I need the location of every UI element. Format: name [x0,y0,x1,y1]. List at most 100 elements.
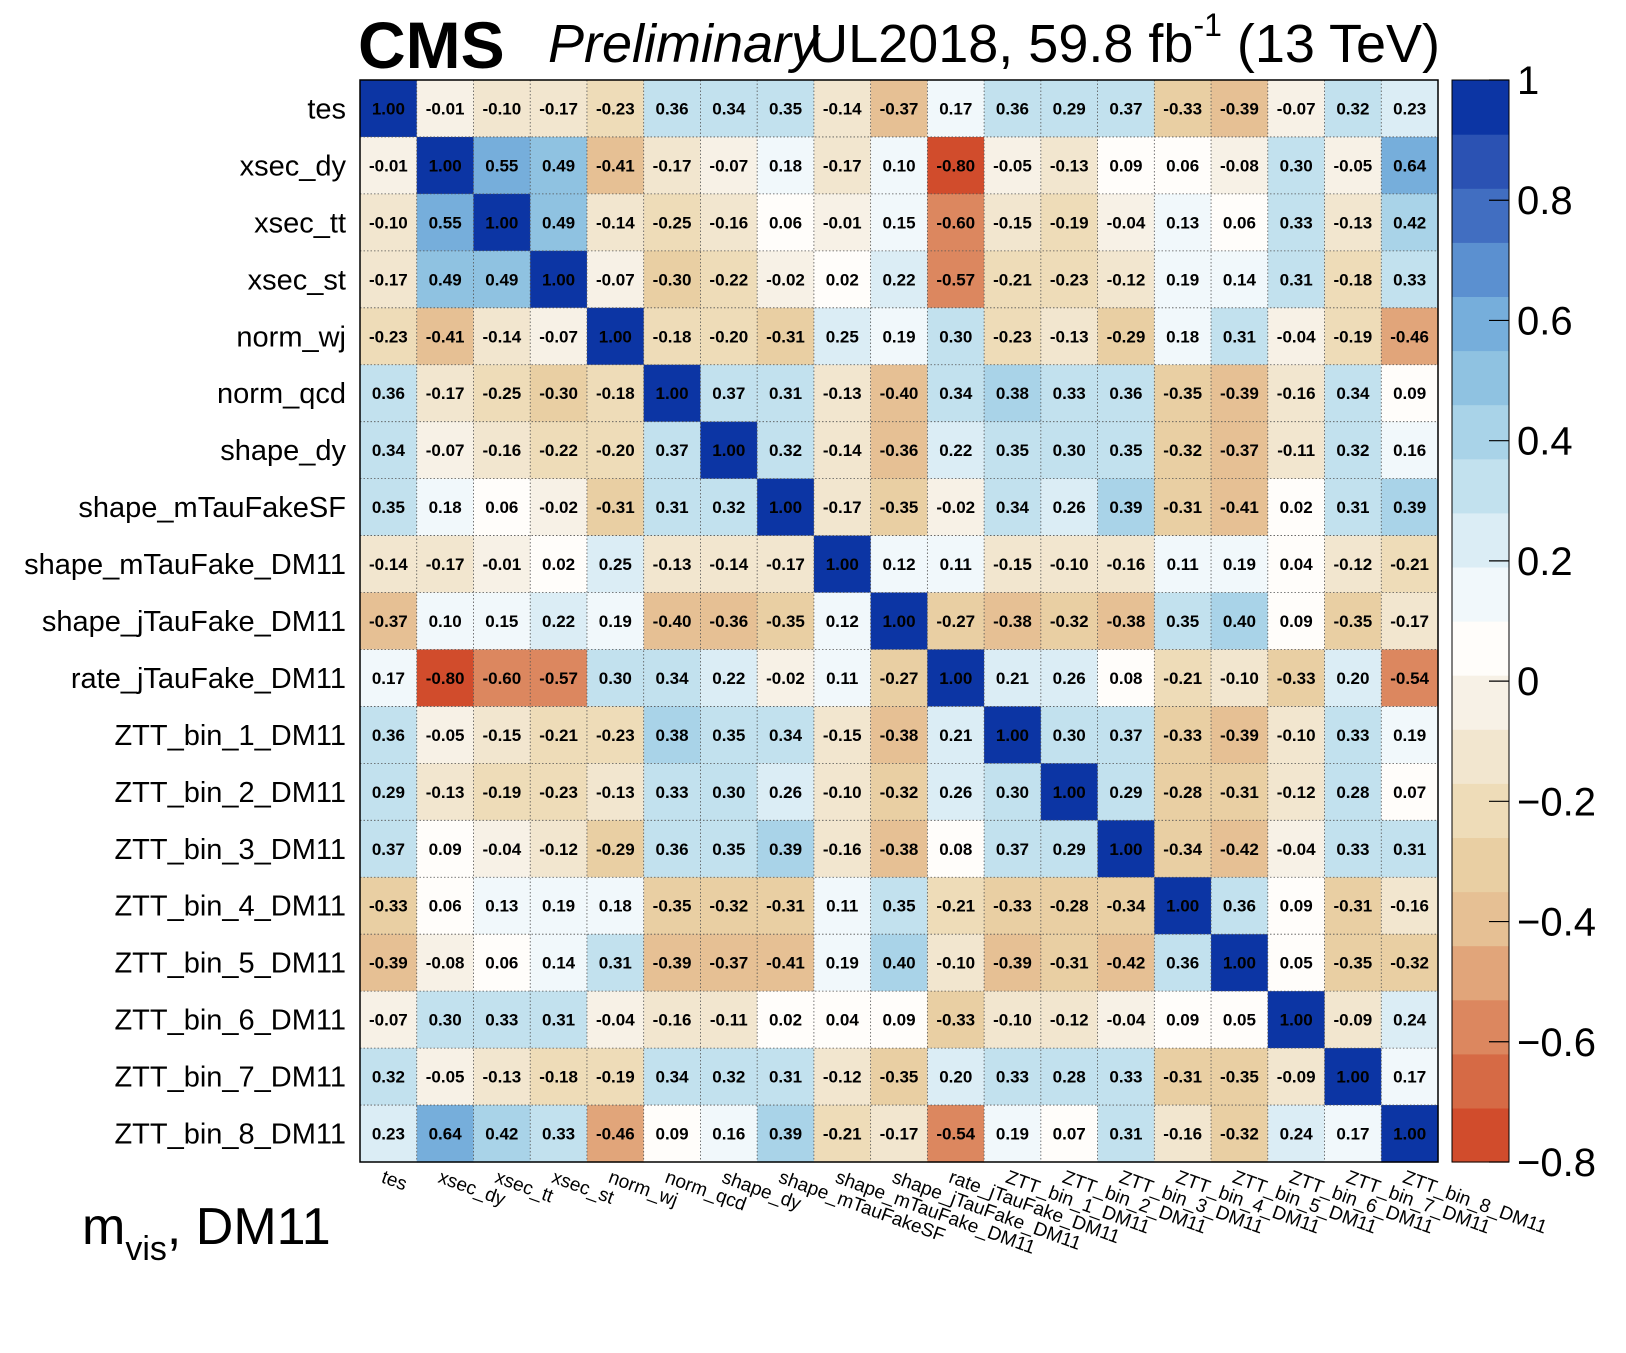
cell-value-label: -0.01 [823,213,862,232]
cell-value-label: 0.32 [769,441,802,460]
heatmap-cell [1040,1105,1099,1163]
cell-value-label: 0.40 [1223,612,1256,631]
cell-value-label: 0.04 [826,1011,860,1030]
heatmap-cell [813,364,872,423]
heatmap-cell [700,136,758,195]
heatmap-cell [984,991,1042,1049]
heatmap-cell [700,307,758,366]
heatmap-cell [530,80,588,138]
heatmap-cell [1267,1105,1326,1163]
heatmap-cell [984,80,1042,138]
heatmap-cell [1324,364,1382,423]
heatmap-cell [984,763,1042,821]
heatmap-cell [927,478,985,537]
heatmap-cell [1381,307,1439,366]
heatmap-cell [1381,421,1439,480]
cell-value-label: 0.30 [599,669,632,688]
cell-value-label: -0.16 [709,213,748,232]
colorbar-tick-label: 0 [1517,660,1539,704]
cell-value-label: -0.12 [1107,270,1146,289]
heatmap-cell [1267,421,1326,480]
cell-value-label: 0.33 [485,1011,518,1030]
cell-value-label: 0.31 [769,1068,802,1087]
cell-value-label: 0.06 [429,897,462,916]
heatmap-cell [927,1048,985,1106]
heatmap-cell [1324,478,1382,537]
cell-value-label: -0.16 [482,441,521,460]
heatmap-cell [984,649,1042,708]
heatmap-cell [984,364,1042,423]
heatmap-cell [643,820,702,878]
heatmap-cell [1267,991,1326,1049]
heatmap-cell [473,1105,531,1163]
heatmap-cell [700,877,758,935]
colorbar-band [1452,675,1509,730]
cell-value-label: 0.33 [1109,1068,1142,1087]
heatmap-cell [1324,877,1382,935]
cell-value-label: -0.05 [993,156,1032,175]
row-label: shape_dy [220,435,346,467]
cell-value-label: 0.29 [1053,99,1086,118]
cell-value-label: -0.35 [880,498,919,517]
heatmap-cell [530,193,588,252]
cell-value-label: -0.39 [653,954,692,973]
heatmap-cell [757,307,815,366]
heatmap-cell [586,193,645,252]
cell-value-label: -0.39 [369,954,408,973]
heatmap-cell [1211,1105,1269,1163]
cell-value-label: 0.36 [1223,897,1256,916]
cell-value-label: -0.34 [1107,897,1146,916]
heatmap-cell [1324,991,1382,1049]
heatmap-cell [360,80,418,138]
cell-value-label: -0.02 [766,270,805,289]
heatmap-cell [1154,934,1212,992]
cell-value-label: -0.08 [1220,156,1259,175]
heatmap-cell [1211,592,1269,651]
heatmap-cell [473,193,531,252]
cell-value-label: -0.19 [1050,213,1089,232]
heatmap-cell [1040,649,1099,708]
heatmap-cell [1211,250,1269,309]
heatmap-cell [360,421,418,480]
heatmap-cell [870,80,928,138]
heatmap-cell [360,649,418,708]
heatmap-cell [757,250,815,309]
cell-value-label: 0.14 [1223,270,1257,289]
heatmap-cell [1267,478,1326,537]
heatmap-cell [416,592,475,651]
heatmap-cell [700,478,758,537]
heatmap-cell [643,421,702,480]
heatmap-cell [813,706,872,764]
heatmap-cell [1097,706,1155,764]
heatmap-cell [1097,1048,1155,1106]
heatmap-cell [984,535,1042,594]
cell-value-label: 0.35 [1109,441,1142,460]
heatmap-cell [360,706,418,764]
cell-value-label: -0.02 [766,669,805,688]
heatmap-cell [870,763,928,821]
heatmap-cell [700,592,758,651]
colorbar-band [1452,80,1509,135]
heatmap-cell [700,80,758,138]
cell-value-label: 1.00 [429,156,462,175]
cell-value-label: -0.31 [1163,498,1202,517]
heatmap-cell [813,421,872,480]
heatmap-cell [1211,193,1269,252]
heatmap-cell [870,1048,928,1106]
heatmap-cell [927,877,985,935]
row-label: norm_qcd [217,378,346,410]
cell-value-label: 0.40 [882,954,915,973]
cell-value-label: 0.49 [542,213,575,232]
cell-value-label: 1.00 [1109,840,1142,859]
colorbar-band [1452,296,1509,352]
heatmap-cell [1324,592,1382,651]
cell-value-label: 0.32 [1336,441,1369,460]
cell-value-label: 0.31 [599,954,632,973]
heatmap-cell [813,250,872,309]
heatmap-cell [473,592,531,651]
cell-value-label: -0.13 [1050,327,1089,346]
cell-value-label: -0.04 [482,840,521,859]
heatmap-cell [1040,763,1099,821]
heatmap-cell [757,763,815,821]
heatmap-cell [1040,706,1099,764]
